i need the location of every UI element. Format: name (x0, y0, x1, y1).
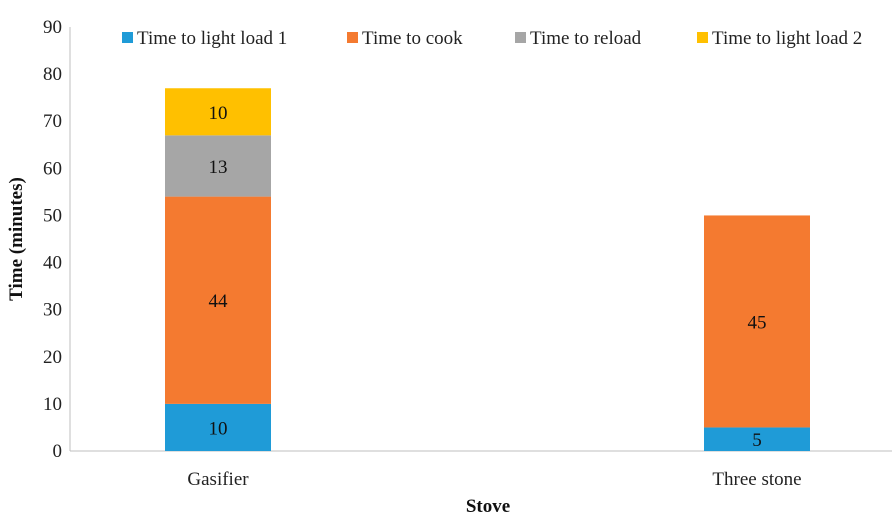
data-label: 10 (209, 103, 228, 124)
bar-segment (704, 427, 810, 451)
y-tick-label: 0 (53, 441, 63, 462)
x-axis: Gasifier Three stone (70, 450, 892, 490)
legend-swatch (515, 32, 526, 43)
y-tick-label: 50 (43, 205, 62, 226)
y-tick-label: 60 (43, 158, 62, 179)
legend: Time to light load 1 Time to cook Time to … (122, 28, 862, 49)
y-tick-label: 20 (43, 347, 62, 368)
bar-segment (165, 196, 271, 404)
y-tick-label: 30 (43, 300, 62, 321)
legend-swatch (347, 32, 358, 43)
y-tick-label: 70 (43, 111, 62, 132)
data-label: 13 (209, 157, 228, 178)
legend-swatch (697, 32, 708, 43)
data-label: 5 (752, 430, 762, 451)
bar-segment (165, 403, 271, 451)
legend-label: Time to reload (530, 28, 642, 49)
data-label: 45 (748, 312, 767, 333)
legend-label: Time to cook (362, 28, 463, 49)
x-category-labels: Gasifier Three stone (187, 469, 801, 490)
data-label: 44 (209, 291, 229, 312)
legend-label: Time to light load 1 (137, 28, 287, 49)
legend-swatch (122, 32, 133, 43)
bar-stacks: 10 44 13 10 5 45 (165, 88, 810, 451)
bar-segment (165, 135, 271, 197)
x-category-label: Three stone (712, 469, 801, 490)
y-tick-label: 40 (43, 253, 62, 274)
bar-segment (165, 88, 271, 136)
y-tick-label: 80 (43, 64, 62, 85)
y-axis-title: Time (minutes) (6, 177, 27, 301)
y-tick-label: 10 (43, 394, 62, 415)
y-tick-labels: 0 10 20 30 40 50 60 70 80 90 (43, 17, 62, 462)
y-axis: 0 10 20 30 40 50 60 70 80 90 (43, 17, 71, 462)
x-category-label: Gasifier (187, 469, 249, 490)
y-tick-label: 90 (43, 17, 62, 38)
bar-segment (704, 215, 810, 428)
legend-label: Time to light load 2 (712, 28, 862, 49)
x-axis-title: Stove (466, 496, 510, 517)
data-label: 10 (209, 418, 228, 439)
